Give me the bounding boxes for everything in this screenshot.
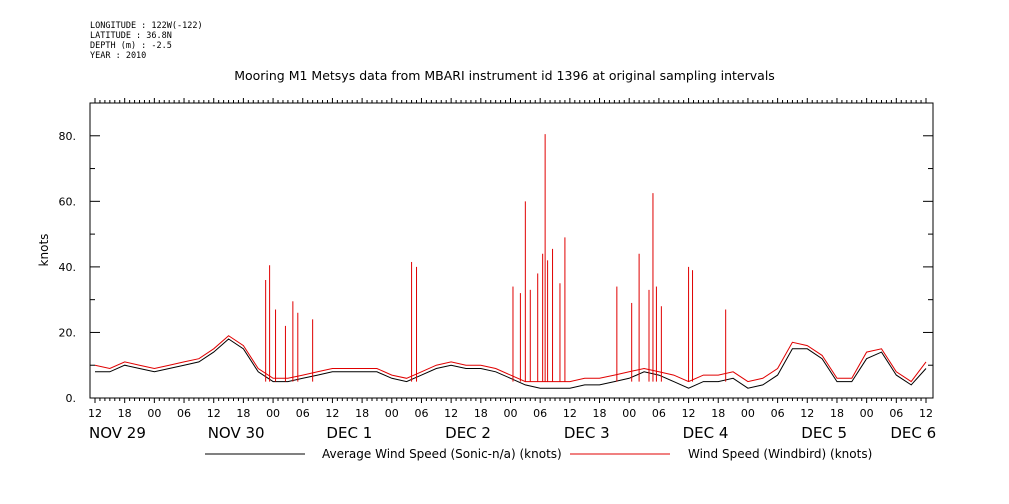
x-hour-label: 00	[385, 407, 399, 420]
chart-title: Mooring M1 Metsys data from MBARI instru…	[234, 68, 775, 83]
x-day-label: DEC 2	[445, 424, 491, 442]
y-tick-label: 20.	[59, 326, 77, 339]
x-day-label: DEC 1	[326, 424, 372, 442]
x-hour-label: 12	[682, 407, 696, 420]
x-hour-label: 00	[622, 407, 636, 420]
x-hour-label: 06	[177, 407, 191, 420]
x-day-label: NOV 29	[89, 424, 146, 442]
metadata-block: LONGITUDE : 122W(-122) LATITUDE : 36.8N …	[90, 21, 203, 61]
series-average-wind-line	[95, 338, 927, 389]
y-tick-label: 40.	[59, 261, 77, 274]
x-hour-label: 18	[830, 407, 844, 420]
x-hour-label: 12	[325, 407, 339, 420]
x-hour-label: 12	[207, 407, 221, 420]
y-axis-label: knots	[37, 234, 51, 267]
x-hour-label: 00	[504, 407, 518, 420]
x-hour-label: 18	[474, 407, 488, 420]
x-hour-label: 06	[414, 407, 428, 420]
x-hour-label: 12	[563, 407, 577, 420]
x-day-label: DEC 4	[683, 424, 729, 442]
x-hour-label: 18	[118, 407, 132, 420]
x-day-label: DEC 5	[801, 424, 847, 442]
y-tick-label: 0.	[66, 392, 77, 405]
x-hour-label: 06	[533, 407, 547, 420]
x-hour-label: 18	[593, 407, 607, 420]
x-hour-label: 06	[889, 407, 903, 420]
x-hour-label: 06	[296, 407, 310, 420]
depth-text: DEPTH (m) : -2.5	[90, 41, 172, 51]
x-day-label: DEC 6	[890, 424, 936, 442]
year-text: YEAR : 2010	[90, 51, 147, 61]
x-day-label: DEC 3	[564, 424, 610, 442]
y-tick-label: 60.	[59, 195, 77, 208]
x-hour-label: 00	[860, 407, 874, 420]
x-hour-label: 12	[919, 407, 933, 420]
x-day-label: NOV 30	[208, 424, 265, 442]
x-hour-label: 18	[711, 407, 725, 420]
x-hour-label: 00	[147, 407, 161, 420]
x-hour-label: 00	[266, 407, 280, 420]
latitude-text: LATITUDE : 36.8N	[90, 31, 172, 41]
legend-label-windbird: Wind Speed (Windbird) (knots)	[688, 447, 872, 461]
x-hour-label: 00	[741, 407, 755, 420]
x-hour-label: 12	[800, 407, 814, 420]
plot-frame	[89, 102, 934, 399]
x-hour-label: 12	[444, 407, 458, 420]
legend-label-average: Average Wind Speed (Sonic-n/a) (knots)	[322, 447, 562, 461]
longitude-text: LONGITUDE : 122W(-122)	[90, 21, 203, 31]
x-hour-label: 18	[236, 407, 250, 420]
x-hour-label: 18	[355, 407, 369, 420]
x-hour-label: 06	[771, 407, 785, 420]
x-hour-label: 12	[88, 407, 102, 420]
x-hour-label: 06	[652, 407, 666, 420]
y-tick-label: 80.	[59, 130, 77, 143]
series-windbird-line	[94, 335, 927, 383]
